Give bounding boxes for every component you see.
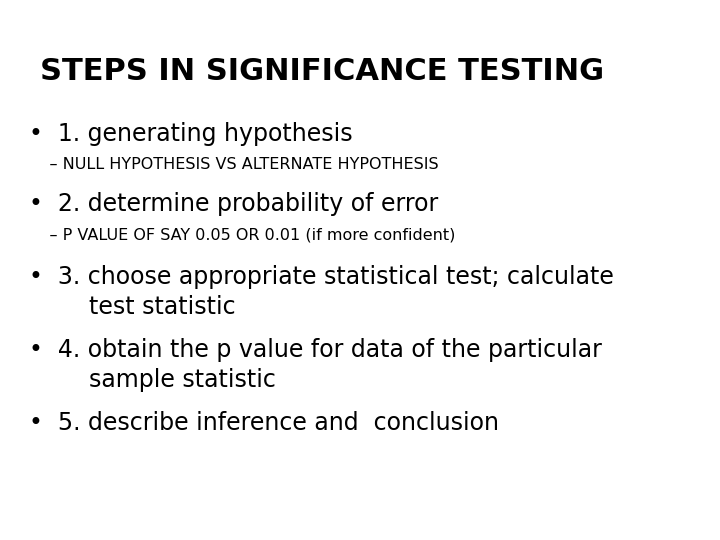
Text: •  5. describe inference and  conclusion: • 5. describe inference and conclusion (29, 411, 499, 435)
Text: •  1. generating hypothesis: • 1. generating hypothesis (29, 122, 352, 145)
Text: •  2. determine probability of error: • 2. determine probability of error (29, 192, 438, 215)
Text: STEPS IN SIGNIFICANCE TESTING: STEPS IN SIGNIFICANCE TESTING (40, 57, 604, 86)
Text: •  3. choose appropriate statistical test; calculate
        test statistic: • 3. choose appropriate statistical test… (29, 265, 613, 319)
Text: – NULL HYPOTHESIS VS ALTERNATE HYPOTHESIS: – NULL HYPOTHESIS VS ALTERNATE HYPOTHESI… (29, 157, 438, 172)
Text: •  4. obtain the p value for data of the particular
        sample statistic: • 4. obtain the p value for data of the … (29, 338, 602, 392)
Text: – P VALUE OF SAY 0.05 OR 0.01 (if more confident): – P VALUE OF SAY 0.05 OR 0.01 (if more c… (29, 228, 455, 243)
